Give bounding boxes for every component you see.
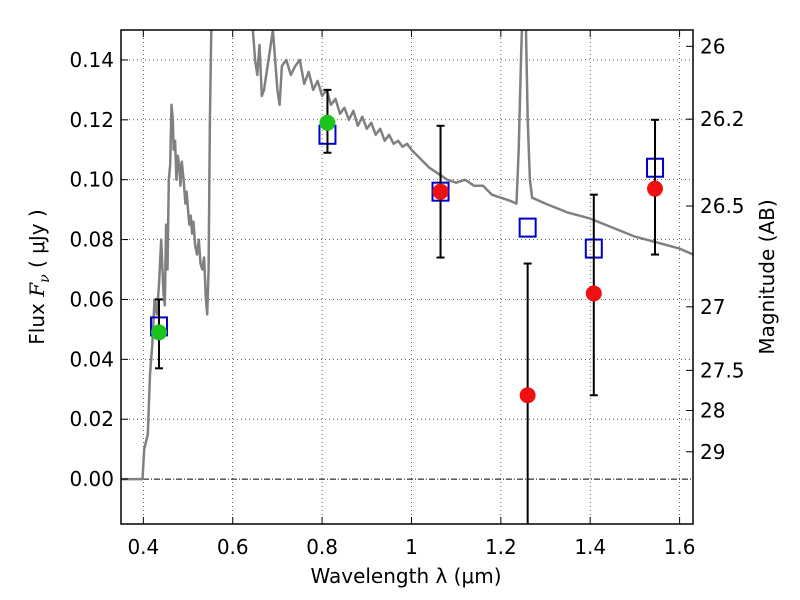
x-tick-label: 0.8 [306,535,338,559]
x-tick-label: 1.2 [485,535,517,559]
x-tick-label: 1.4 [574,535,606,559]
x-axis-title: Wavelength λ (μm) [310,564,501,588]
y-tick-label: 0.10 [69,168,114,192]
x-tick-label: 1 [405,535,418,559]
plot-frame [120,29,694,525]
x-tick-label: 0.4 [127,535,159,559]
observed-flux-point [432,183,449,200]
y-tick-label: 0.08 [69,228,114,252]
data-marks [149,88,665,524]
axis-ticks: 0.4 0.6 0.8 1 1.2 1.4 1.6 0.00 0.02 0.04 0.06 0.08 0… [69,30,745,559]
y-tick-label: 0.12 [69,108,114,132]
model-curve-layer [121,30,693,481]
right-tick-label: 27.5 [700,358,745,382]
observed-flux-point [150,324,167,341]
y-tick-label: 0.02 [69,407,114,431]
right-tick-label: 29 [700,440,725,464]
y-tick-label: 0.00 [69,467,114,491]
right-tick-label: 26.2 [700,107,745,131]
right-tick-label: 27 [700,295,725,319]
right-tick-label: 26.5 [700,194,745,218]
y-tick-label: 0.14 [69,48,114,72]
y-tick-label: 0.06 [69,287,114,311]
observed-flux-point [519,387,536,404]
observed-flux-point [585,285,602,302]
x-tick-label: 1.6 [664,535,696,559]
y-axis-title: Flux Fν ( μJy ) [25,209,53,344]
x-tick-label: 0.6 [217,535,249,559]
model-sed-line [121,30,693,481]
right-tick-label: 28 [700,399,725,423]
model-flux-square [518,217,537,238]
observed-flux-point [647,180,664,197]
right-axis-title: Magnitude (AB) [755,199,779,354]
right-tick-label: 26 [700,34,725,58]
y-tick-label: 0.04 [69,347,114,371]
observed-flux-point [319,114,336,131]
